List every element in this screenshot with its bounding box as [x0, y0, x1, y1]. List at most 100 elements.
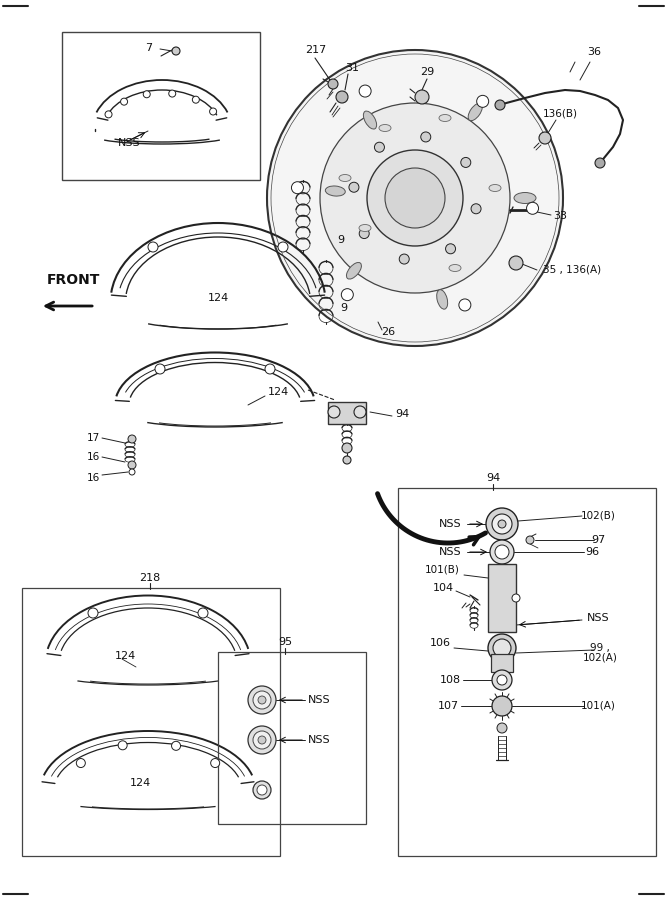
Circle shape: [492, 696, 512, 716]
Bar: [218, 652, 366, 824]
Text: 101(A): 101(A): [580, 701, 616, 711]
Circle shape: [76, 759, 85, 768]
Circle shape: [248, 726, 276, 754]
Circle shape: [320, 103, 510, 293]
Circle shape: [492, 514, 512, 534]
Text: 124: 124: [207, 293, 229, 303]
Circle shape: [336, 91, 348, 103]
Bar: [491, 654, 513, 672]
Circle shape: [360, 229, 370, 238]
Circle shape: [253, 781, 271, 799]
Circle shape: [461, 158, 471, 167]
Text: 102(B): 102(B): [580, 511, 616, 521]
Circle shape: [211, 759, 219, 768]
Circle shape: [148, 242, 158, 252]
Circle shape: [509, 256, 523, 270]
Circle shape: [192, 96, 199, 104]
Ellipse shape: [379, 124, 391, 131]
Circle shape: [343, 456, 351, 464]
Ellipse shape: [437, 290, 448, 310]
Ellipse shape: [439, 114, 451, 122]
Circle shape: [128, 435, 136, 443]
Circle shape: [539, 132, 551, 144]
Circle shape: [359, 86, 371, 97]
Ellipse shape: [468, 104, 482, 121]
Text: 217: 217: [305, 45, 326, 55]
Text: NSS: NSS: [439, 519, 462, 529]
Circle shape: [493, 639, 511, 657]
Circle shape: [497, 723, 507, 733]
Circle shape: [129, 469, 135, 475]
Circle shape: [342, 289, 354, 301]
Circle shape: [267, 50, 563, 346]
Ellipse shape: [359, 224, 371, 231]
Text: 104: 104: [432, 583, 454, 593]
Circle shape: [400, 254, 410, 264]
Text: 124: 124: [268, 387, 289, 397]
Circle shape: [367, 150, 463, 246]
Circle shape: [526, 536, 534, 544]
Text: 36: 36: [587, 47, 601, 57]
Circle shape: [477, 95, 489, 107]
Circle shape: [258, 736, 266, 744]
Text: NSS: NSS: [118, 138, 141, 148]
Circle shape: [495, 545, 509, 559]
Text: 124: 124: [114, 651, 135, 661]
Circle shape: [257, 785, 267, 795]
Circle shape: [421, 132, 431, 142]
Text: 31: 31: [345, 63, 359, 73]
Text: 94: 94: [395, 409, 410, 419]
Text: 7: 7: [145, 43, 152, 53]
Circle shape: [526, 202, 538, 214]
Circle shape: [169, 90, 175, 97]
Circle shape: [253, 731, 271, 749]
Text: 17: 17: [87, 433, 100, 443]
Text: 101(B): 101(B): [425, 565, 460, 575]
Circle shape: [512, 594, 520, 602]
Ellipse shape: [489, 184, 501, 192]
Circle shape: [342, 443, 352, 453]
Circle shape: [349, 182, 359, 193]
Text: 95: 95: [278, 637, 292, 647]
Text: 99 ,: 99 ,: [590, 643, 610, 653]
Circle shape: [595, 158, 605, 168]
Text: 218: 218: [139, 573, 161, 583]
Circle shape: [265, 364, 275, 374]
Circle shape: [446, 244, 456, 254]
Circle shape: [121, 98, 127, 105]
Text: 94: 94: [486, 473, 500, 483]
Circle shape: [155, 364, 165, 374]
Circle shape: [172, 47, 180, 55]
Circle shape: [488, 634, 516, 662]
Circle shape: [328, 406, 340, 418]
Circle shape: [209, 108, 217, 115]
Text: 16: 16: [87, 452, 100, 462]
Circle shape: [495, 100, 505, 110]
Bar: [488, 564, 516, 632]
Circle shape: [492, 670, 512, 690]
Text: NSS: NSS: [308, 695, 331, 705]
Text: NSS: NSS: [587, 613, 610, 623]
Ellipse shape: [449, 265, 461, 272]
Text: 96: 96: [585, 547, 599, 557]
Ellipse shape: [325, 186, 346, 196]
Ellipse shape: [364, 111, 377, 129]
Text: 9: 9: [340, 303, 347, 313]
Circle shape: [385, 168, 445, 228]
Circle shape: [497, 675, 507, 685]
Bar: [22, 588, 280, 856]
Text: 107: 107: [438, 701, 459, 711]
Text: FRONT: FRONT: [47, 273, 100, 287]
Text: 26: 26: [381, 327, 395, 337]
Circle shape: [128, 461, 136, 469]
Text: 29: 29: [420, 67, 434, 77]
Text: 35 , 136(A): 35 , 136(A): [543, 265, 601, 275]
Text: 106: 106: [430, 638, 450, 648]
Circle shape: [490, 540, 514, 564]
Text: NSS: NSS: [439, 547, 462, 557]
Bar: [398, 488, 656, 856]
Circle shape: [415, 90, 429, 104]
Bar: [62, 32, 260, 180]
Circle shape: [278, 242, 288, 252]
Text: 136(B): 136(B): [542, 108, 578, 118]
